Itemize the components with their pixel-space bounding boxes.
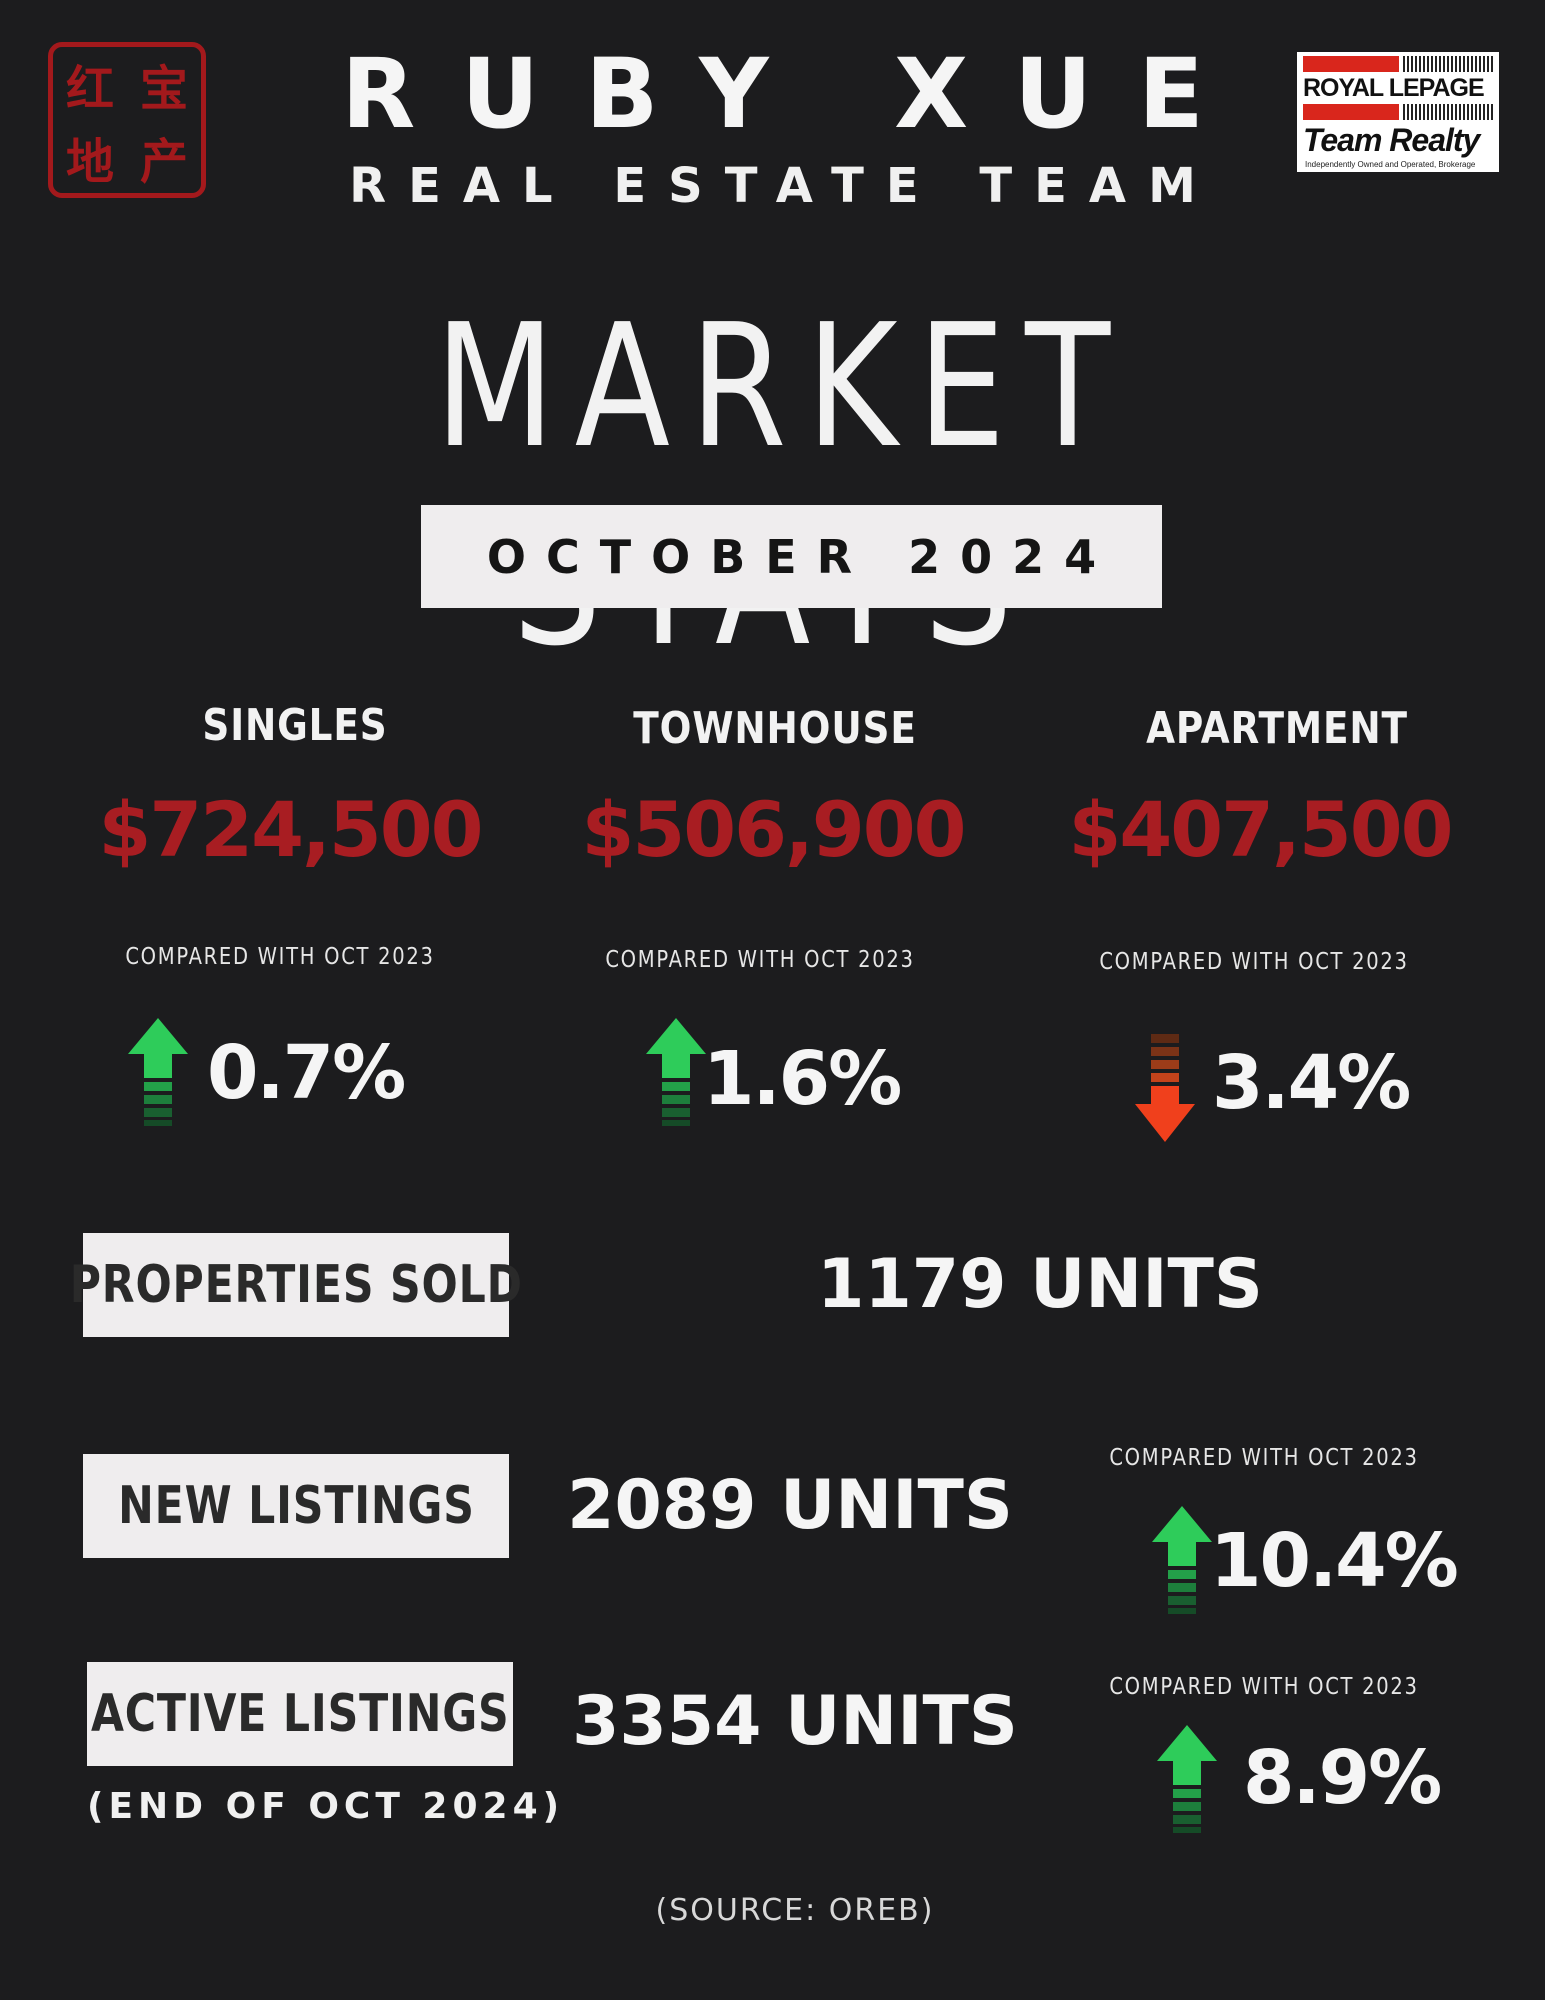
logo-stripes — [1403, 56, 1495, 72]
stat-label: NEW LISTINGS — [117, 1476, 475, 1536]
royal-lepage-logo: ROYAL LEPAGE Team Realty Independently O… — [1297, 52, 1499, 172]
logo-red-bar — [1303, 56, 1399, 72]
source-note: (SOURCE: OREB) — [655, 1893, 935, 1928]
page-title: MARKET STATS — [434, 288, 1130, 684]
price-value: $407,500 — [1068, 785, 1453, 874]
active-listings-note: (END OF OCT 2024) — [87, 1786, 565, 1827]
logo-line3: Independently Owned and Operated, Broker… — [1305, 160, 1476, 169]
change-percent: 3.4% — [1212, 1040, 1411, 1126]
change-percent: 10.4% — [1210, 1518, 1459, 1604]
seal-char: 宝 — [139, 60, 188, 117]
arrow-up-icon — [128, 1018, 188, 1126]
compare-label: COMPARED WITH OCT 2023 — [1109, 1445, 1419, 1471]
logo-line1: ROYAL LEPAGE — [1303, 74, 1485, 102]
seal-logo: 红 宝 地 产 — [48, 42, 206, 198]
active-listings-label-box: ACTIVE LISTINGS — [87, 1662, 513, 1766]
price-column-singles: SINGLES — [55, 700, 535, 751]
change-percent: 0.7% — [207, 1030, 406, 1116]
stat-label: ACTIVE LISTINGS — [90, 1684, 510, 1744]
price-column-townhouse: TOWNHOUSE — [535, 703, 1015, 754]
arrow-up-icon — [1157, 1725, 1217, 1833]
arrow-up-icon — [646, 1018, 706, 1126]
compare-label: COMPARED WITH OCT 2023 — [605, 947, 915, 973]
logo-red-bar — [1303, 104, 1399, 120]
period-box: OCTOBER 2024 — [421, 505, 1162, 608]
price-column-apartment: APARTMENT — [1037, 703, 1517, 754]
properties-sold-label-box: PROPERTIES SOLD — [69, 1233, 522, 1337]
seal-char: 产 — [139, 133, 188, 190]
category-label: TOWNHOUSE — [633, 703, 917, 754]
category-label: APARTMENT — [1146, 703, 1408, 754]
new-listings-label-box: NEW LISTINGS — [83, 1454, 509, 1558]
compare-label: COMPARED WITH OCT 2023 — [1109, 1674, 1419, 1700]
active-listings-value: 3354 UNITS — [572, 1682, 1018, 1761]
logo-line2: Team Realty — [1303, 122, 1480, 158]
arrow-up-icon — [1152, 1506, 1212, 1614]
seal-char: 地 — [65, 133, 114, 190]
period-label: OCTOBER 2024 — [486, 529, 1117, 584]
compare-label: COMPARED WITH OCT 2023 — [125, 944, 435, 970]
properties-sold-value: 1179 UNITS — [817, 1245, 1263, 1324]
price-value: $506,900 — [581, 785, 966, 874]
brand-subtitle: REAL ESTATE TEAM — [349, 158, 1218, 214]
logo-stripes — [1403, 104, 1495, 120]
compare-label: COMPARED WITH OCT 2023 — [1099, 949, 1409, 975]
change-percent: 8.9% — [1243, 1735, 1442, 1821]
stat-label: PROPERTIES SOLD — [69, 1255, 523, 1315]
arrow-down-icon — [1135, 1034, 1195, 1142]
price-value: $724,500 — [98, 785, 483, 874]
new-listings-value: 2089 UNITS — [567, 1466, 1013, 1545]
seal-char: 红 — [65, 60, 114, 117]
category-label: SINGLES — [202, 700, 388, 751]
brand-name: RUBY XUE — [341, 38, 1250, 150]
change-percent: 1.6% — [703, 1036, 902, 1122]
